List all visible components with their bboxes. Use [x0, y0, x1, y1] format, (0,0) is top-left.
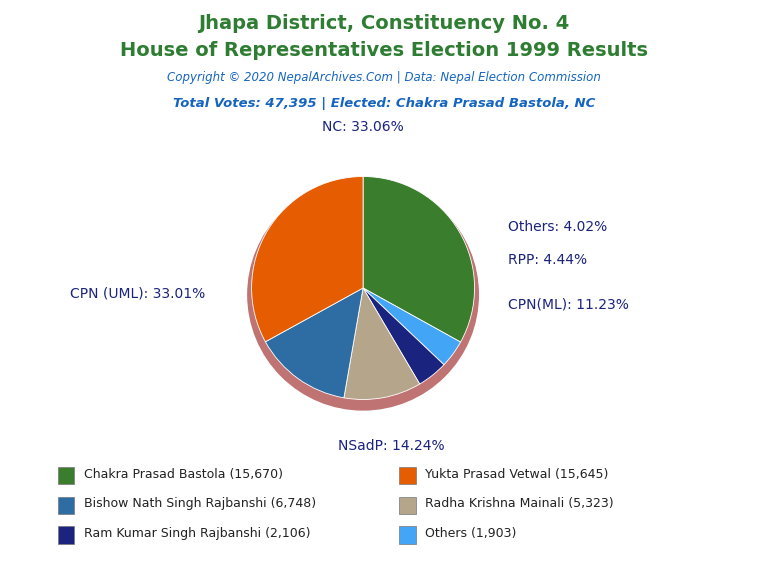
Ellipse shape	[247, 179, 479, 411]
Text: Chakra Prasad Bastola (15,670): Chakra Prasad Bastola (15,670)	[84, 468, 283, 480]
Text: Yukta Prasad Vetwal (15,645): Yukta Prasad Vetwal (15,645)	[425, 468, 609, 480]
Wedge shape	[363, 288, 444, 384]
Text: Others (1,903): Others (1,903)	[425, 528, 517, 540]
Text: Radha Krishna Mainali (5,323): Radha Krishna Mainali (5,323)	[425, 498, 614, 510]
Text: Others: 4.02%: Others: 4.02%	[508, 219, 607, 234]
Text: Bishow Nath Singh Rajbanshi (6,748): Bishow Nath Singh Rajbanshi (6,748)	[84, 498, 316, 510]
Text: Total Votes: 47,395 | Elected: Chakra Prasad Bastola, NC: Total Votes: 47,395 | Elected: Chakra Pr…	[173, 97, 595, 110]
Wedge shape	[252, 176, 363, 342]
Text: CPN(ML): 11.23%: CPN(ML): 11.23%	[508, 298, 629, 312]
Text: RPP: 4.44%: RPP: 4.44%	[508, 253, 587, 267]
Text: House of Representatives Election 1999 Results: House of Representatives Election 1999 R…	[120, 41, 648, 60]
Wedge shape	[266, 288, 363, 398]
Wedge shape	[344, 288, 419, 400]
Text: NC: 33.06%: NC: 33.06%	[323, 120, 404, 134]
Text: Jhapa District, Constituency No. 4: Jhapa District, Constituency No. 4	[198, 14, 570, 33]
Text: Ram Kumar Singh Rajbanshi (2,106): Ram Kumar Singh Rajbanshi (2,106)	[84, 528, 310, 540]
Wedge shape	[363, 176, 475, 342]
Text: CPN (UML): 33.01%: CPN (UML): 33.01%	[70, 287, 205, 301]
Text: Copyright © 2020 NepalArchives.Com | Data: Nepal Election Commission: Copyright © 2020 NepalArchives.Com | Dat…	[167, 71, 601, 85]
Wedge shape	[363, 288, 461, 365]
Text: NSadP: 14.24%: NSadP: 14.24%	[338, 438, 444, 453]
